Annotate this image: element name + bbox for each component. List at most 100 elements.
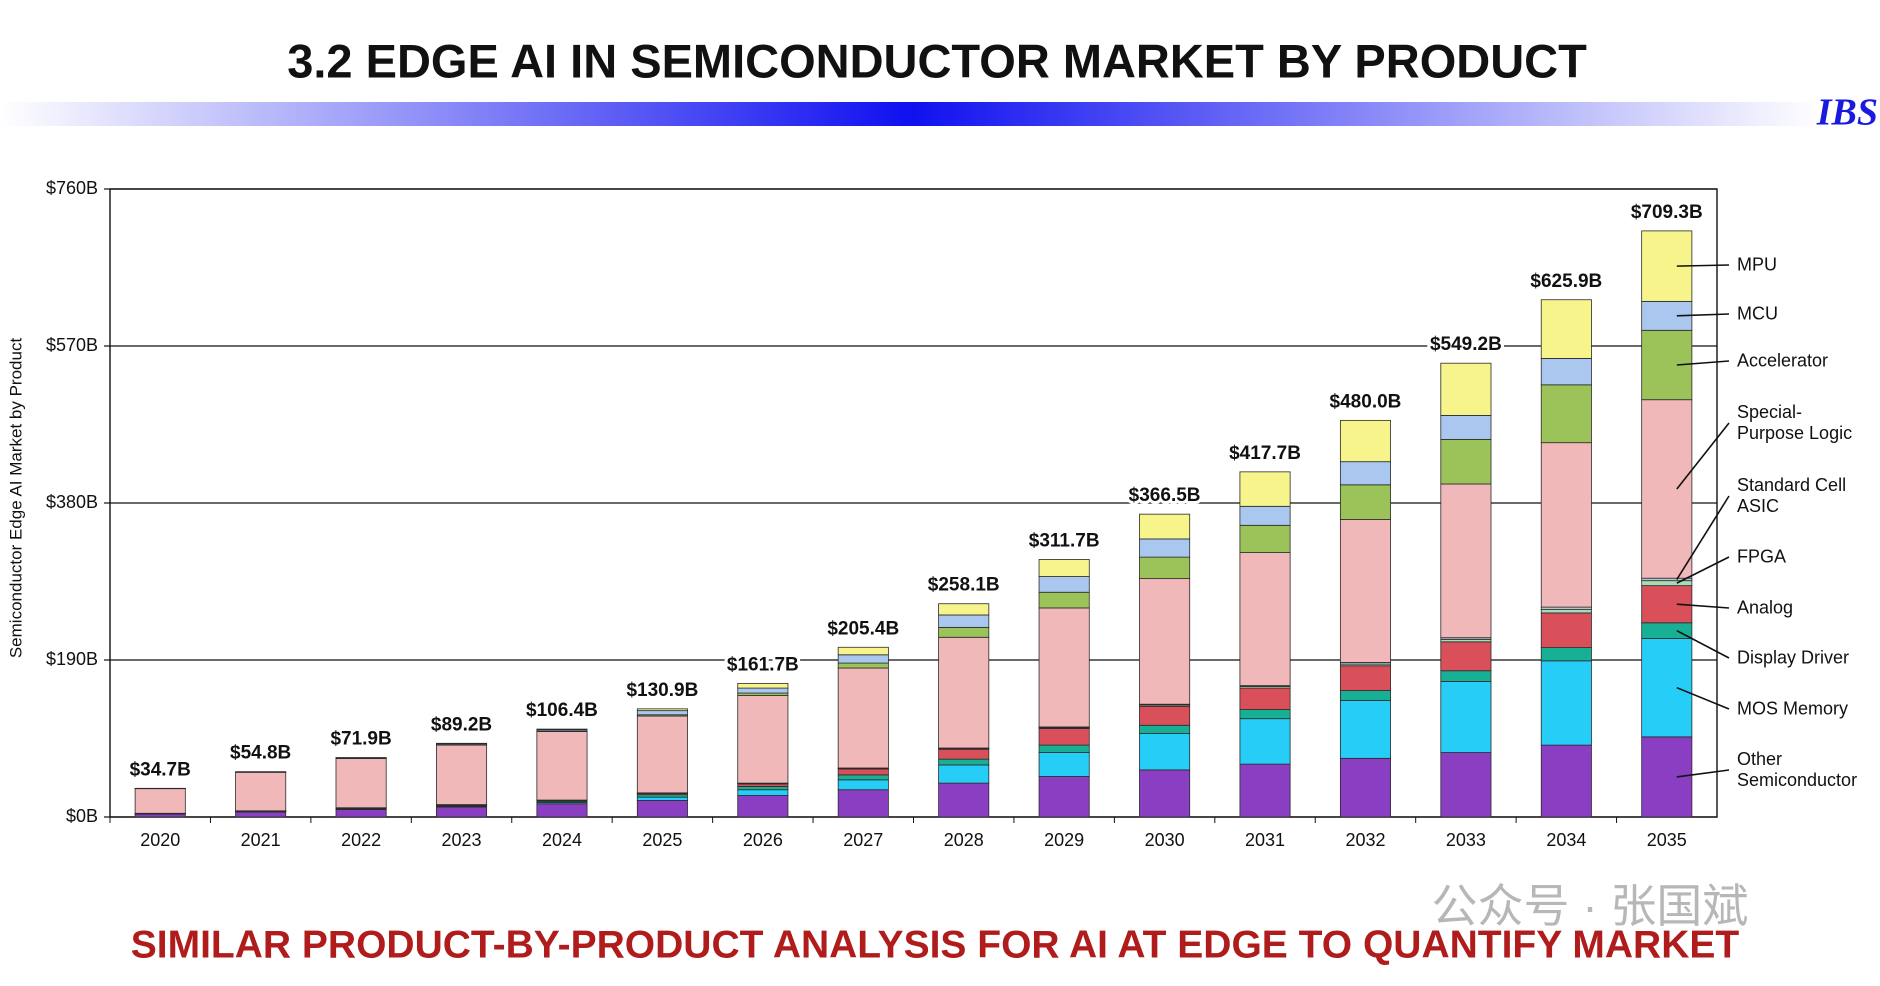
bar-segment xyxy=(1540,609,1592,614)
bar-segment xyxy=(1440,670,1492,682)
bar-segment xyxy=(536,731,588,801)
total-label: $205.4B xyxy=(827,618,899,639)
legend-label: Accelerator xyxy=(1737,350,1829,371)
x-tick-label: 2021 xyxy=(241,830,281,850)
bar-segment xyxy=(436,806,488,818)
bar-segment xyxy=(636,800,688,818)
bar-segment xyxy=(134,788,186,814)
total-label: $54.8B xyxy=(230,743,291,764)
bar-segment xyxy=(737,786,789,791)
bar-segment xyxy=(1239,709,1291,720)
bar-segment xyxy=(1440,641,1492,672)
bar-segment xyxy=(837,768,889,776)
bar-segment xyxy=(1239,505,1291,526)
bar-segment xyxy=(235,771,287,812)
x-tick-label: 2028 xyxy=(944,830,984,850)
bar-segment xyxy=(1540,660,1592,746)
bar-segment xyxy=(134,813,186,818)
total-label: $709.3B xyxy=(1631,202,1703,223)
watermark: 公众号 · 张国斌 xyxy=(1432,880,1749,932)
footer: SIMILAR PRODUCT-BY-PRODUCT ANALYSIS FOR … xyxy=(131,923,1740,966)
bar-segment xyxy=(837,789,889,818)
bar-segment xyxy=(837,667,889,769)
total-label: $417.7B xyxy=(1229,443,1301,464)
legend-leader xyxy=(1676,264,1730,267)
legend-leader xyxy=(1676,495,1730,580)
bar-segment xyxy=(1641,580,1693,587)
bar-segment xyxy=(1339,419,1391,463)
bar-segment xyxy=(1139,556,1191,580)
bar-segment xyxy=(1139,724,1191,734)
legend-label: Other Semiconductor xyxy=(1737,749,1858,790)
bar-segment xyxy=(1440,362,1492,416)
bar-segment xyxy=(1139,513,1191,540)
bar-segment xyxy=(938,758,990,766)
bar-segment xyxy=(636,708,688,712)
bar-segment xyxy=(1038,591,1090,609)
bar-segment xyxy=(1038,559,1090,577)
bar-segment xyxy=(1440,438,1492,485)
bar-segment xyxy=(1139,578,1191,705)
total-label: $161.7B xyxy=(727,654,799,675)
x-tick-label: 2027 xyxy=(843,830,883,850)
legend-label: Display Driver xyxy=(1737,647,1850,668)
x-tick-label: 2031 xyxy=(1245,830,1285,850)
bar-segment xyxy=(1139,538,1191,558)
bar-segment xyxy=(1239,524,1291,553)
bar-segment xyxy=(1339,757,1391,818)
brand: IBS xyxy=(1816,92,1878,134)
bar-segment xyxy=(536,803,588,818)
title-band xyxy=(0,102,1820,126)
chart-title: 3.2 EDGE AI IN SEMICONDUCTOR MARKET BY P… xyxy=(287,34,1587,87)
bar-segment xyxy=(1641,638,1693,738)
bar-segment xyxy=(737,687,789,694)
bar-segment xyxy=(938,626,990,638)
x-tick-label: 2035 xyxy=(1647,830,1687,850)
total-label: $549.2B xyxy=(1430,334,1502,355)
bar-segment xyxy=(1641,622,1693,639)
legend-label: MCU xyxy=(1737,303,1778,324)
bar-segment xyxy=(1540,612,1592,649)
bar-segment xyxy=(636,715,688,794)
bar-segment xyxy=(1239,471,1291,507)
total-label: $89.2B xyxy=(431,714,492,735)
bar-segment xyxy=(938,636,990,749)
bar-segment xyxy=(1440,681,1492,753)
bar-segment xyxy=(837,654,889,664)
bar-segment xyxy=(938,782,990,818)
bar-segment xyxy=(1339,461,1391,486)
bar-segment xyxy=(1139,769,1191,818)
bar-segment xyxy=(1540,384,1592,444)
x-tick-label: 2029 xyxy=(1044,830,1084,850)
total-label: $625.9B xyxy=(1530,271,1602,292)
bar-segment xyxy=(1038,776,1090,818)
y-tick-label: $570B xyxy=(46,335,98,355)
x-tick-label: 2034 xyxy=(1546,830,1586,850)
bar-segment xyxy=(1038,607,1090,728)
bar-segment xyxy=(436,744,488,806)
bar-segment xyxy=(1038,576,1090,593)
bar-segment xyxy=(636,796,688,801)
total-label: $71.9B xyxy=(330,729,391,750)
legend-label: Special-Purpose Logic xyxy=(1737,402,1853,443)
y-tick-label: $190B xyxy=(46,649,98,669)
x-tick-label: 2033 xyxy=(1446,830,1486,850)
legend-label: MOS Memory xyxy=(1737,698,1849,719)
bar-segment xyxy=(1339,665,1391,691)
bar-segment xyxy=(1139,705,1191,726)
bar-segment xyxy=(938,748,990,760)
x-tick-label: 2022 xyxy=(341,830,381,850)
x-tick-label: 2023 xyxy=(442,830,482,850)
bar-segment xyxy=(1239,763,1291,818)
bar-segment xyxy=(1239,552,1291,687)
x-tick-label: 2024 xyxy=(542,830,582,850)
bar-segment xyxy=(636,710,688,716)
bar-segment xyxy=(1339,519,1391,663)
bar-segment xyxy=(737,789,789,796)
x-tick-label: 2030 xyxy=(1145,830,1185,850)
legend-label: MPU xyxy=(1737,254,1777,275)
bar-segment xyxy=(1139,733,1191,771)
bar-segment xyxy=(837,779,889,791)
legend-leader xyxy=(1676,556,1730,584)
